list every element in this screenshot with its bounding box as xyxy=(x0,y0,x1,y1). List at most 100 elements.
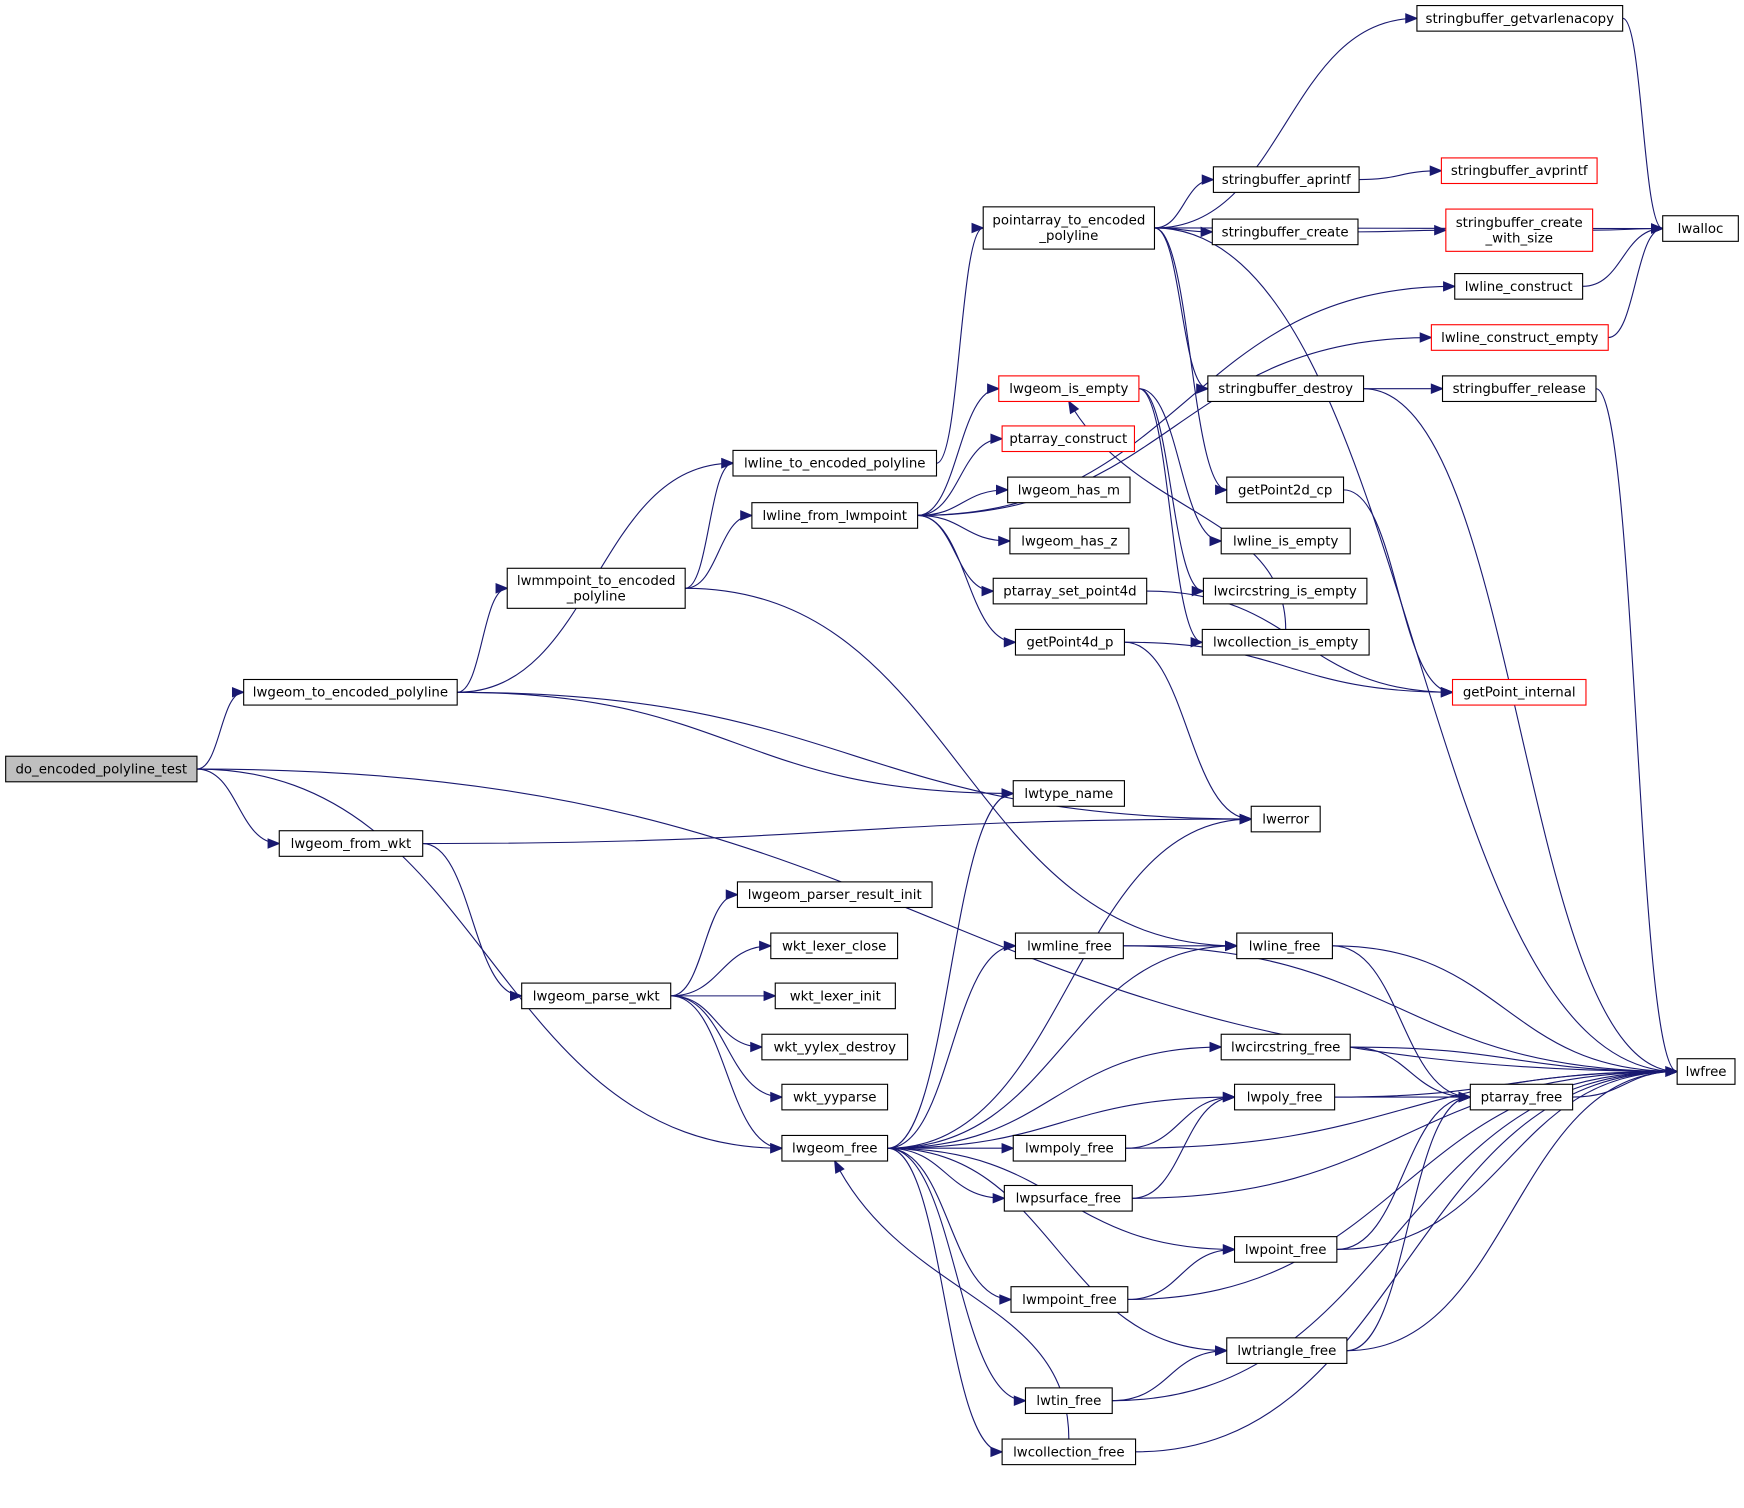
node-wkt_yyparse[interactable]: wkt_yyparse xyxy=(781,1083,889,1111)
edge-lwgeom_to_encoded_polyline-to-lwerror xyxy=(457,691,1253,825)
node-lwline_construct_empty[interactable]: lwline_construct_empty xyxy=(1430,324,1609,351)
edge-lwtriangle_free-to-ptarray_free xyxy=(1346,1091,1472,1352)
node-lwgeom_parser_result_init[interactable]: lwgeom_parser_result_init xyxy=(736,881,933,909)
node-stringbuffer_avprintf[interactable]: stringbuffer_avprintf xyxy=(1440,157,1598,185)
node-wkt_lexer_close[interactable]: wkt_lexer_close xyxy=(770,932,899,960)
node-lwtriangle_free[interactable]: lwtriangle_free xyxy=(1226,1337,1348,1364)
edge-stringbuffer_destroy-to-lwfree xyxy=(1363,388,1679,1077)
node-lwgeom_to_encoded_polyline[interactable]: lwgeom_to_encoded_polyline xyxy=(243,678,458,706)
node-label: lwpoly_free xyxy=(1247,1091,1323,1106)
arrowhead-icon xyxy=(992,1193,1006,1204)
edge-lwline_from_lwmpoint-to-ptarray_set_point4d xyxy=(917,514,995,597)
edge-getPoint4d_p-to-lwerror xyxy=(1124,641,1253,825)
edge-pointarray_to_encoded_polyline-to-stringbuffer_aprintf xyxy=(1154,174,1215,229)
node-label: lwcircstring_is_empty xyxy=(1214,585,1357,600)
edge-lwgeom_parse_wkt-to-wkt_lexer_close xyxy=(670,940,773,997)
edge-lwgeom_free-to-lwmline_free xyxy=(887,940,1017,1149)
node-do_encoded_polyline_test[interactable]: do_encoded_polyline_test xyxy=(5,755,198,783)
node-stringbuffer_destroy[interactable]: stringbuffer_destroy xyxy=(1207,375,1365,403)
node-stringbuffer_create_with_size[interactable]: stringbuffer_create_with_size xyxy=(1445,208,1594,252)
edge-pointarray_to_encoded_polyline-to-stringbuffer_getvarlenacopy xyxy=(1154,13,1419,229)
edge-lwmpoint_free-to-lwpoint_free xyxy=(1127,1244,1237,1301)
node-lwtin_free[interactable]: lwtin_free xyxy=(1024,1387,1113,1415)
node-lwcollection_is_empty[interactable]: lwcollection_is_empty xyxy=(1201,628,1370,656)
node-lwcollection_free[interactable]: lwcollection_free xyxy=(1001,1438,1137,1466)
node-stringbuffer_create[interactable]: stringbuffer_create xyxy=(1211,218,1359,246)
arrowhead-icon xyxy=(1222,1244,1237,1255)
edge-lwgeom_free-to-lwtriangle_free xyxy=(887,1147,1229,1356)
node-lwpoly_free[interactable]: lwpoly_free xyxy=(1233,1083,1336,1111)
edge-lwgeom_parse_wkt-to-lwgeom_free xyxy=(670,995,784,1154)
node-lwline_from_lwmpoint[interactable]: lwline_from_lwmpoint xyxy=(751,502,919,529)
edge-lwline_from_lwmpoint-to-lwgeom_is_empty xyxy=(917,383,1001,517)
edge-lwcircstring_free-to-lwfree xyxy=(1350,1046,1679,1077)
node-stringbuffer_getvarlenacopy[interactable]: stringbuffer_getvarlenacopy xyxy=(1416,5,1624,32)
edge-lwgeom_free-to-lwline_free xyxy=(887,940,1239,1149)
edge-lwmmpoint_to_encoded_polyline-to-lwline_from_lwmpoint xyxy=(685,510,754,589)
edge-lwline_free-to-ptarray_free xyxy=(1332,945,1472,1103)
node-lwfree[interactable]: lwfree xyxy=(1676,1058,1736,1085)
node-lwgeom_parse_wkt[interactable]: lwgeom_parse_wkt xyxy=(521,982,672,1010)
node-label: lwpoint_free xyxy=(1245,1243,1327,1258)
edge-lwgeom_is_empty-to-lwcircstring_is_empty xyxy=(1138,388,1205,597)
edge-stringbuffer_aprintf-to-stringbuffer_avprintf xyxy=(1359,165,1443,181)
node-lwmmpoint_to_encoded_polyline[interactable]: lwmmpoint_to_encoded_polyline xyxy=(506,567,686,609)
node-stringbuffer_aprintf[interactable]: stringbuffer_aprintf xyxy=(1212,166,1360,193)
node-pointarray_to_encoded_polyline[interactable]: pointarray_to_encoded_polyline xyxy=(982,206,1156,250)
node-getPoint4d_p[interactable]: getPoint4d_p xyxy=(1014,628,1126,656)
node-ptarray_construct[interactable]: ptarray_construct xyxy=(1001,425,1136,453)
node-getPoint2d_cp[interactable]: getPoint2d_cp xyxy=(1226,476,1345,504)
node-lwline_free[interactable]: lwline_free xyxy=(1236,932,1333,960)
node-lwgeom_has_z[interactable]: lwgeom_has_z xyxy=(1009,527,1130,555)
node-ptarray_free[interactable]: ptarray_free xyxy=(1469,1083,1574,1111)
node-lwerror[interactable]: lwerror xyxy=(1250,805,1321,833)
edge-pointarray_to_encoded_polyline-to-stringbuffer_destroy xyxy=(1154,227,1210,394)
node-ptarray_set_point4d[interactable]: ptarray_set_point4d xyxy=(992,577,1148,605)
node-lwgeom_is_empty[interactable]: lwgeom_is_empty xyxy=(998,375,1140,403)
node-lwgeom_has_m[interactable]: lwgeom_has_m xyxy=(1007,476,1131,504)
nodes: do_encoded_polyline_test lwgeom_to_encode… xyxy=(5,5,1739,1466)
node-label: lwgeom_has_m xyxy=(1018,483,1120,498)
arrowhead-icon xyxy=(834,1159,845,1174)
edge-lwline_construct_empty-to-lwalloc xyxy=(1608,223,1665,339)
node-label: lwmpoint_free xyxy=(1022,1293,1117,1308)
arrowhead-icon xyxy=(1191,585,1205,597)
arrowhead-icon xyxy=(1239,813,1253,825)
node-label: wkt_yyparse xyxy=(793,1091,877,1106)
edge-lwline_to_encoded_polyline-to-pointarray_to_encoded_polyline xyxy=(936,222,985,464)
edge-getPoint2d_cp-to-getPoint_internal xyxy=(1343,489,1455,698)
edge-lwgeom_to_encoded_polyline-to-lwmmpoint_to_encoded_polyline xyxy=(457,583,509,693)
node-label: ptarray_construct xyxy=(1009,432,1127,447)
node-lwmpoly_free[interactable]: lwmpoly_free xyxy=(1012,1134,1127,1162)
edge-stringbuffer_create-to-stringbuffer_create_with_size xyxy=(1357,224,1448,236)
node-lwgeom_from_wkt[interactable]: lwgeom_from_wkt xyxy=(278,830,424,857)
node-lwtype_name[interactable]: lwtype_name xyxy=(1012,780,1126,807)
node-lwcircstring_is_empty[interactable]: lwcircstring_is_empty xyxy=(1202,577,1368,605)
edge-pointarray_to_encoded_polyline-to-getPoint2d_cp xyxy=(1154,227,1229,496)
node-lwmline_free[interactable]: lwmline_free xyxy=(1014,932,1124,960)
node-stringbuffer_release[interactable]: stringbuffer_release xyxy=(1441,375,1597,403)
node-wkt_yylex_destroy[interactable]: wkt_yylex_destroy xyxy=(761,1033,909,1061)
node-wkt_lexer_init[interactable]: wkt_lexer_init xyxy=(774,982,896,1010)
node-label: getPoint2d_cp xyxy=(1238,483,1332,498)
node-lwpsurface_free[interactable]: lwpsurface_free xyxy=(1003,1184,1133,1212)
node-label: lwcollection_is_empty xyxy=(1213,636,1358,651)
node-label: lwmpoly_free xyxy=(1025,1142,1114,1157)
arrowhead-icon xyxy=(1215,1345,1229,1356)
arrowhead-icon xyxy=(1215,484,1229,496)
edge-lwmpoint_free-to-lwfree xyxy=(1127,1066,1679,1301)
arrowhead-icon xyxy=(971,222,985,234)
node-lwmpoint_free[interactable]: lwmpoint_free xyxy=(1010,1286,1129,1313)
node-lwpoint_free[interactable]: lwpoint_free xyxy=(1233,1236,1338,1263)
node-lwline_construct[interactable]: lwline_construct xyxy=(1454,273,1584,300)
node-label: do_encoded_polyline_test xyxy=(15,762,187,777)
node-label: lwgeom_parse_wkt xyxy=(533,989,660,1004)
arrowhead-icon xyxy=(1440,687,1455,698)
node-lwline_is_empty[interactable]: lwline_is_empty xyxy=(1220,527,1351,555)
node-lwline_to_encoded_polyline[interactable]: lwline_to_encoded_polyline xyxy=(732,449,938,477)
node-lwgeom_free[interactable]: lwgeom_free xyxy=(781,1134,889,1162)
arrowhead-icon xyxy=(1405,13,1419,24)
node-lwalloc[interactable]: lwalloc xyxy=(1662,215,1739,242)
node-getPoint_internal[interactable]: getPoint_internal xyxy=(1451,678,1587,706)
node-lwcircstring_free[interactable]: lwcircstring_free xyxy=(1220,1033,1351,1061)
